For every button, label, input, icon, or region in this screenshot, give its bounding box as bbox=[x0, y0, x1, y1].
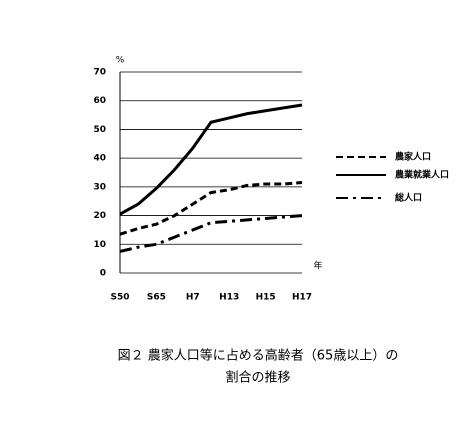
x-unit: 年 bbox=[313, 260, 322, 272]
y-tick-label: 0 bbox=[100, 269, 106, 279]
series-line bbox=[119, 181, 303, 236]
legend-label: 農業就業人口 bbox=[395, 169, 449, 181]
legend-label: 農家人口 bbox=[395, 151, 431, 163]
x-tick-label: S50 bbox=[110, 293, 129, 303]
x-tick-label: S65 bbox=[147, 293, 166, 303]
legend-label: 総人口 bbox=[395, 192, 422, 204]
y-tick-label: 70 bbox=[93, 68, 106, 78]
y-tick-label: 60 bbox=[93, 96, 106, 106]
x-tick-label: H17 bbox=[292, 293, 312, 303]
caption-line: 図２ 農家人口等に占める高齢者（65歳以上）の bbox=[118, 348, 399, 364]
y-tick-label: 50 bbox=[93, 125, 106, 135]
y-tick-label: 10 bbox=[93, 240, 106, 250]
y-tick-label: 30 bbox=[93, 182, 106, 192]
y-tick-label: 40 bbox=[93, 154, 106, 164]
y-unit: % bbox=[116, 56, 125, 66]
series-line bbox=[119, 103, 303, 216]
x-tick-label: H7 bbox=[186, 293, 200, 303]
x-tick-label: H15 bbox=[256, 293, 276, 303]
x-tick-label: H13 bbox=[219, 293, 239, 303]
series-line bbox=[119, 214, 303, 253]
y-tick-label: 20 bbox=[93, 211, 106, 221]
caption-line: 割合の推移 bbox=[225, 370, 290, 386]
